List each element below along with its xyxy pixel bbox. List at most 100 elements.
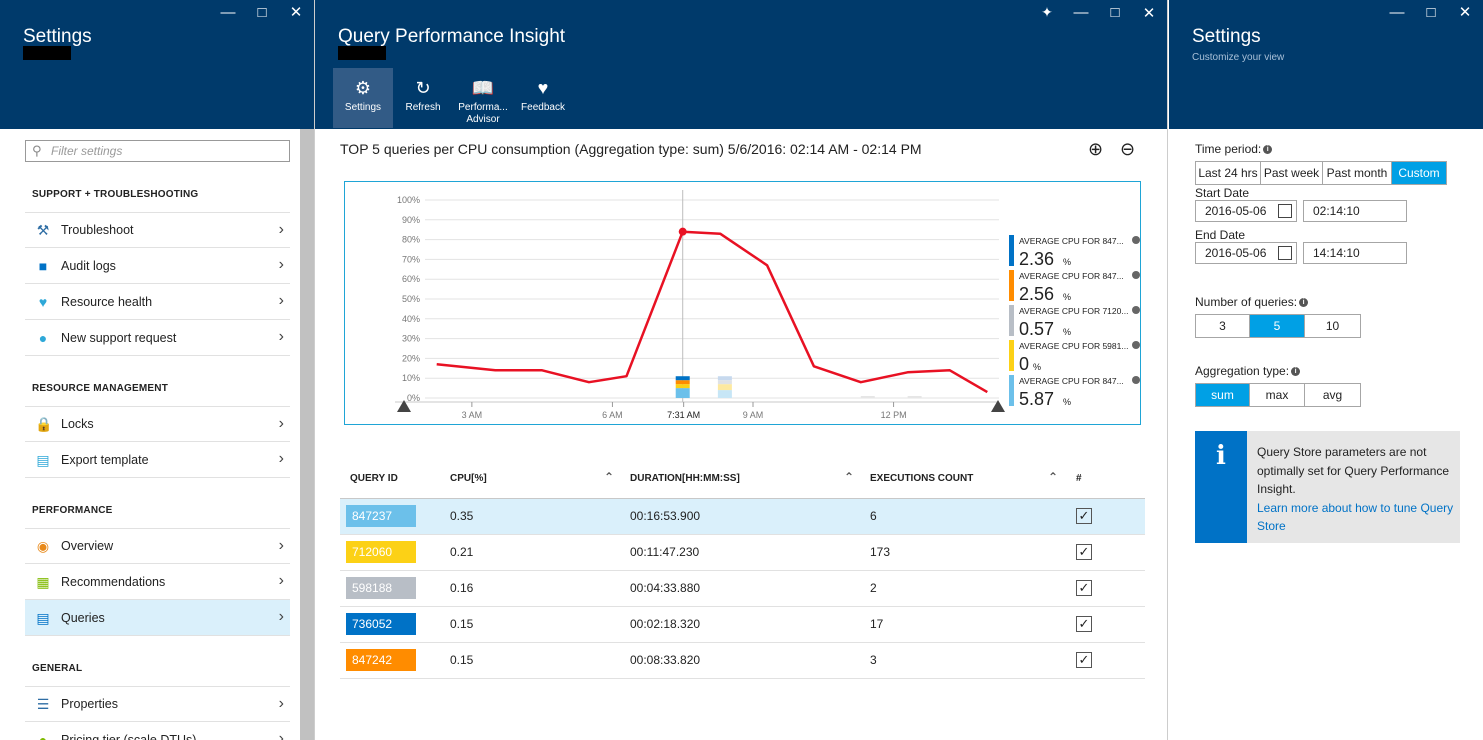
time-period-option-past-week[interactable]: Past week bbox=[1261, 162, 1323, 184]
y-tick-label: 90% bbox=[402, 215, 420, 225]
menu-item-queries[interactable]: ▤ Queries › bbox=[25, 600, 290, 636]
table-row[interactable]: 847242 0.15 00:08:33.820 3 ✓ bbox=[340, 642, 1145, 679]
support-person-icon: ● bbox=[38, 329, 48, 346]
query-id-badge[interactable]: 847237 bbox=[346, 505, 416, 527]
end-date-input[interactable]: 2016-05-06 bbox=[1195, 242, 1297, 264]
performance-advisor-label: Performa... Advisor bbox=[458, 102, 508, 125]
info-icon bbox=[1132, 306, 1140, 314]
info-icon[interactable]: i bbox=[1291, 367, 1301, 377]
time-period-option-past-month[interactable]: Past month bbox=[1323, 162, 1392, 184]
minimize-icon[interactable]: — bbox=[220, 4, 236, 21]
legend-value: 0.57 bbox=[1019, 319, 1054, 339]
chart-heading: TOP 5 queries per CPU consumption (Aggre… bbox=[340, 141, 922, 157]
maximize-icon[interactable]: □ bbox=[1110, 4, 1120, 21]
chevron-right-icon: › bbox=[278, 608, 284, 625]
executions-cell: 173 bbox=[870, 534, 1076, 571]
query-id-badge[interactable]: 712060 bbox=[346, 541, 416, 563]
start-date-input[interactable]: 2016-05-06 bbox=[1195, 200, 1297, 222]
scroll-thumb[interactable] bbox=[300, 129, 314, 740]
close-icon[interactable]: ✕ bbox=[1458, 4, 1472, 21]
start-time-input[interactable]: 02:14:10 bbox=[1303, 200, 1407, 222]
col-executions[interactable]: EXECUTIONS COUNT ⌃ bbox=[870, 460, 1076, 499]
menu-item-label: Troubleshoot bbox=[61, 223, 134, 237]
table-row[interactable]: 712060 0.21 00:11:47.230 173 ✓ bbox=[340, 534, 1145, 571]
menu-item-resource-health[interactable]: ♥ Resource health › bbox=[25, 284, 290, 320]
col-query-id[interactable]: QUERY ID bbox=[340, 460, 450, 499]
time-period-option-last-24-hrs[interactable]: Last 24 hrs bbox=[1196, 162, 1261, 184]
time-period-label: Time period: i bbox=[1195, 142, 1273, 156]
maximize-icon[interactable]: □ bbox=[1426, 4, 1436, 21]
menu-item-pricing-tier-scale-dtus[interactable]: ● Pricing tier (scale DTUs) › bbox=[25, 722, 290, 740]
col-cpu-label: CPU[%] bbox=[450, 473, 487, 485]
sort-caret-icon[interactable]: ⌃ bbox=[603, 470, 614, 484]
refresh-button[interactable]: ↻ Refresh bbox=[393, 68, 453, 128]
close-icon[interactable]: ✕ bbox=[289, 4, 303, 21]
legend-unit: % bbox=[1063, 292, 1071, 302]
num-queries-option-10[interactable]: 10 bbox=[1305, 315, 1360, 337]
aggregation-option-max[interactable]: max bbox=[1250, 384, 1305, 406]
menu-item-troubleshoot[interactable]: ⚒ Troubleshoot › bbox=[25, 212, 290, 248]
y-tick-label: 80% bbox=[402, 235, 420, 245]
time-period-option-custom[interactable]: Custom bbox=[1392, 162, 1446, 184]
pin-icon[interactable]: ✦ bbox=[1041, 4, 1053, 20]
row-checkbox[interactable]: ✓ bbox=[1076, 616, 1092, 632]
stacked-bar-segment bbox=[675, 384, 690, 389]
gear-icon: ⚙ bbox=[354, 78, 372, 98]
settings-menu: ⚲ Filter settings SUPPORT + TROUBLESHOOT… bbox=[0, 129, 314, 740]
y-tick-label: 20% bbox=[402, 353, 420, 363]
query-id-badge[interactable]: 847242 bbox=[346, 649, 416, 671]
query-id-badge[interactable]: 598188 bbox=[346, 577, 416, 599]
blade-title: Settings bbox=[23, 26, 92, 47]
menu-item-new-support-request[interactable]: ● New support request › bbox=[25, 320, 290, 356]
info-icon[interactable]: i bbox=[1263, 145, 1273, 155]
settings-button[interactable]: ⚙ Settings bbox=[333, 68, 393, 128]
table-row[interactable]: 847237 0.35 00:16:53.900 6 ✓ bbox=[340, 498, 1145, 535]
feedback-label: Feedback bbox=[521, 102, 565, 113]
zoom-out-icon[interactable]: ⊖ bbox=[1120, 139, 1136, 159]
row-checkbox[interactable]: ✓ bbox=[1076, 544, 1092, 560]
menu-item-overview[interactable]: ◉ Overview › bbox=[25, 528, 290, 564]
calendar-icon[interactable] bbox=[1278, 204, 1292, 218]
menu-item-export-template[interactable]: ▤ Export template › bbox=[25, 442, 290, 478]
menu-item-recommendations[interactable]: ▦ Recommendations › bbox=[25, 564, 290, 600]
feedback-button[interactable]: ♥ Feedback bbox=[513, 68, 573, 128]
col-cpu[interactable]: CPU[%] ⌃ bbox=[450, 460, 630, 499]
end-date-label: End Date bbox=[1195, 228, 1246, 242]
table-row[interactable]: 736052 0.15 00:02:18.320 17 ✓ bbox=[340, 606, 1145, 643]
learn-more-link[interactable]: Learn more about how to tune Query Store bbox=[1257, 500, 1454, 534]
calendar-icon[interactable] bbox=[1278, 246, 1292, 260]
info-icon[interactable]: i bbox=[1299, 298, 1309, 308]
query-id-cell: 847237 bbox=[340, 498, 450, 535]
menu-item-audit-logs[interactable]: ■ Audit logs › bbox=[25, 248, 290, 284]
row-checkbox[interactable]: ✓ bbox=[1076, 580, 1092, 596]
info-icon bbox=[1132, 376, 1140, 384]
filter-settings-input[interactable]: ⚲ Filter settings bbox=[25, 140, 290, 162]
num-queries-option-5[interactable]: 5 bbox=[1250, 315, 1305, 337]
performance-advisor-button[interactable]: 📖 Performa... Advisor bbox=[453, 68, 513, 128]
section-heading: SUPPORT + TROUBLESHOOTING bbox=[32, 189, 199, 200]
blade-title: Query Performance Insight bbox=[338, 26, 566, 47]
minimize-icon[interactable]: — bbox=[1073, 4, 1089, 21]
num-queries-option-3[interactable]: 3 bbox=[1196, 315, 1250, 337]
maximize-icon[interactable]: □ bbox=[257, 4, 267, 21]
row-checkbox[interactable]: ✓ bbox=[1076, 652, 1092, 668]
col-duration[interactable]: DURATION[HH:MM:SS] ⌃ bbox=[630, 460, 870, 499]
y-tick-label: 60% bbox=[402, 274, 420, 284]
y-tick-label: 10% bbox=[402, 373, 420, 383]
end-time-input[interactable]: 14:14:10 bbox=[1303, 242, 1407, 264]
close-icon[interactable]: ✕ bbox=[1142, 5, 1156, 22]
row-checkbox[interactable]: ✓ bbox=[1076, 508, 1092, 524]
sort-caret-icon[interactable]: ⌃ bbox=[843, 470, 854, 484]
sort-caret-icon[interactable]: ⌃ bbox=[1047, 470, 1058, 484]
aggregation-option-sum[interactable]: sum bbox=[1196, 384, 1250, 406]
aggregation-option-avg[interactable]: avg bbox=[1305, 384, 1360, 406]
menu-item-properties[interactable]: ☰ Properties › bbox=[25, 686, 290, 722]
table-row[interactable]: 598188 0.16 00:04:33.880 2 ✓ bbox=[340, 570, 1145, 607]
query-id-badge[interactable]: 736052 bbox=[346, 613, 416, 635]
faint-bar bbox=[907, 396, 922, 398]
minimize-icon[interactable]: — bbox=[1389, 4, 1405, 21]
blade-subtitle: Customize your view bbox=[1192, 52, 1285, 63]
scrollbar[interactable] bbox=[300, 129, 314, 740]
zoom-in-icon[interactable]: ⊕ bbox=[1088, 139, 1104, 159]
menu-item-locks[interactable]: 🔒 Locks › bbox=[25, 406, 290, 442]
